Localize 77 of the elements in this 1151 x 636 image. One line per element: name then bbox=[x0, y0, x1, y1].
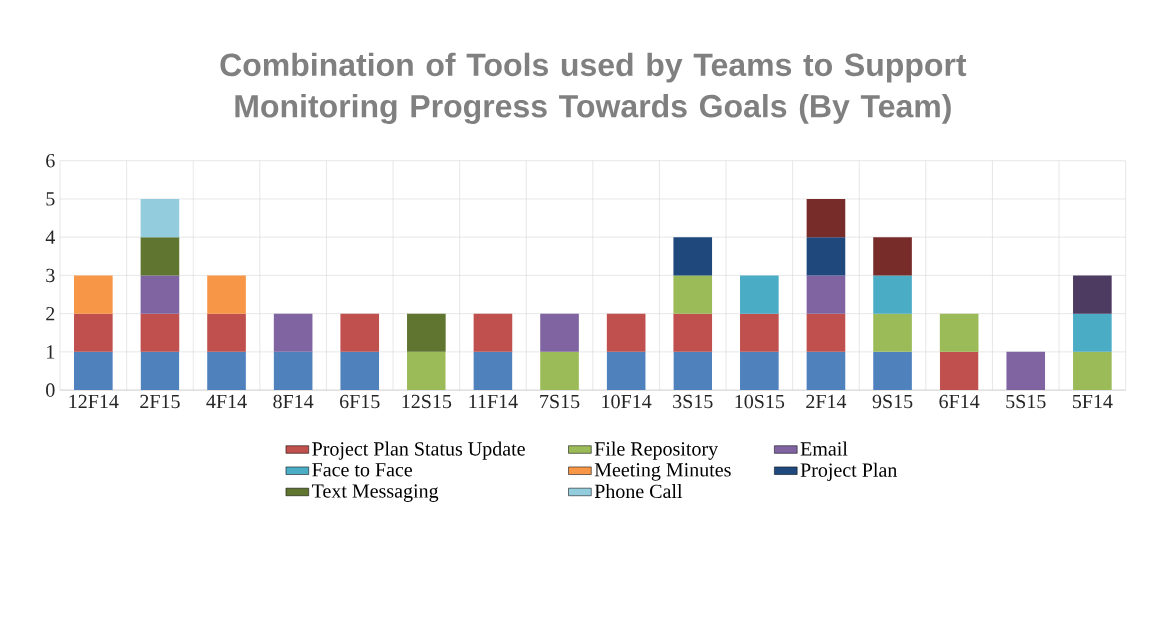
x-tick-label: 5F14 bbox=[1072, 394, 1113, 409]
x-tick-label: 5S15 bbox=[1006, 394, 1046, 409]
legend-label: File Repository bbox=[594, 441, 719, 460]
bar bbox=[340, 351, 380, 391]
bar bbox=[939, 351, 979, 391]
legend-label: Phone Call bbox=[594, 483, 683, 498]
bar bbox=[473, 313, 513, 352]
x-tick-label: 10S15 bbox=[735, 394, 785, 409]
x-tick-label: 10F14 bbox=[602, 394, 652, 409]
bar bbox=[140, 275, 180, 314]
x-tick-label: 3S15 bbox=[673, 394, 713, 409]
y-tick-label: 4 bbox=[45, 230, 55, 244]
x-tick-label: 8F14 bbox=[273, 394, 314, 409]
bar bbox=[140, 313, 180, 352]
bar bbox=[806, 351, 846, 391]
bar bbox=[407, 313, 446, 352]
bar bbox=[873, 275, 912, 314]
bar bbox=[540, 313, 579, 352]
bar bbox=[673, 237, 713, 276]
bar bbox=[540, 351, 579, 391]
bar bbox=[740, 275, 779, 314]
y-tick-label: 2 bbox=[46, 306, 55, 321]
x-tick-label: 7S15 bbox=[540, 394, 580, 409]
bar bbox=[407, 351, 446, 391]
bar bbox=[606, 313, 646, 352]
bar bbox=[673, 313, 713, 352]
bar bbox=[1073, 351, 1112, 391]
legend-label: Email bbox=[800, 441, 848, 456]
bar bbox=[74, 275, 113, 314]
bar bbox=[806, 237, 846, 276]
bar bbox=[806, 198, 846, 238]
legend-label: Text Messaging bbox=[312, 484, 439, 502]
x-tick-label: 9S15 bbox=[872, 394, 913, 409]
y-tick-label: 3 bbox=[46, 268, 55, 283]
y-tick-label: 5 bbox=[46, 192, 55, 206]
bar bbox=[140, 351, 180, 391]
bar bbox=[74, 313, 113, 352]
bar bbox=[873, 313, 912, 352]
bar bbox=[873, 351, 912, 391]
x-tick-label: 2F15 bbox=[140, 394, 180, 409]
legend-label: Project Plan bbox=[800, 462, 898, 481]
bar bbox=[207, 313, 246, 352]
bar bbox=[740, 313, 779, 352]
y-tick-label: 1 bbox=[47, 345, 55, 359]
bar bbox=[873, 237, 912, 276]
bar bbox=[340, 313, 380, 352]
y-tick-label: 6 bbox=[46, 153, 55, 168]
legend-label: Project Plan Status Update bbox=[312, 441, 525, 460]
legend-label: Face to Face bbox=[312, 463, 413, 477]
chart-title: Combination of Tools used by Teams to Support Monitoring Progress Towards Goals (By Team) bbox=[220, 52, 967, 124]
bar bbox=[1006, 351, 1046, 391]
bar bbox=[1073, 313, 1112, 352]
y-tick-label: 0 bbox=[46, 383, 55, 397]
x-tick-label: 6F15 bbox=[340, 394, 380, 409]
x-tick-label: 11F14 bbox=[469, 394, 518, 408]
x-tick-label: 4F14 bbox=[206, 394, 247, 408]
bar bbox=[207, 275, 246, 314]
bar bbox=[1073, 275, 1112, 314]
bar bbox=[473, 351, 513, 391]
bar bbox=[939, 313, 979, 352]
bar bbox=[74, 351, 113, 391]
bar bbox=[673, 351, 713, 391]
legend-label: Meeting Minutes bbox=[594, 463, 731, 481]
bar bbox=[207, 351, 246, 391]
x-tick-label: 6F14 bbox=[939, 394, 980, 409]
bar bbox=[273, 313, 313, 352]
bar bbox=[740, 351, 779, 391]
x-tick-label: 2F14 bbox=[806, 394, 847, 408]
bar bbox=[806, 313, 846, 352]
bar bbox=[606, 351, 646, 391]
bar bbox=[140, 237, 180, 276]
bar bbox=[673, 275, 713, 314]
bar bbox=[806, 275, 846, 314]
x-tick-label: 12F14 bbox=[69, 394, 119, 408]
x-tick-label: 12S15 bbox=[402, 394, 452, 409]
bar bbox=[140, 198, 180, 238]
bar bbox=[273, 351, 313, 391]
